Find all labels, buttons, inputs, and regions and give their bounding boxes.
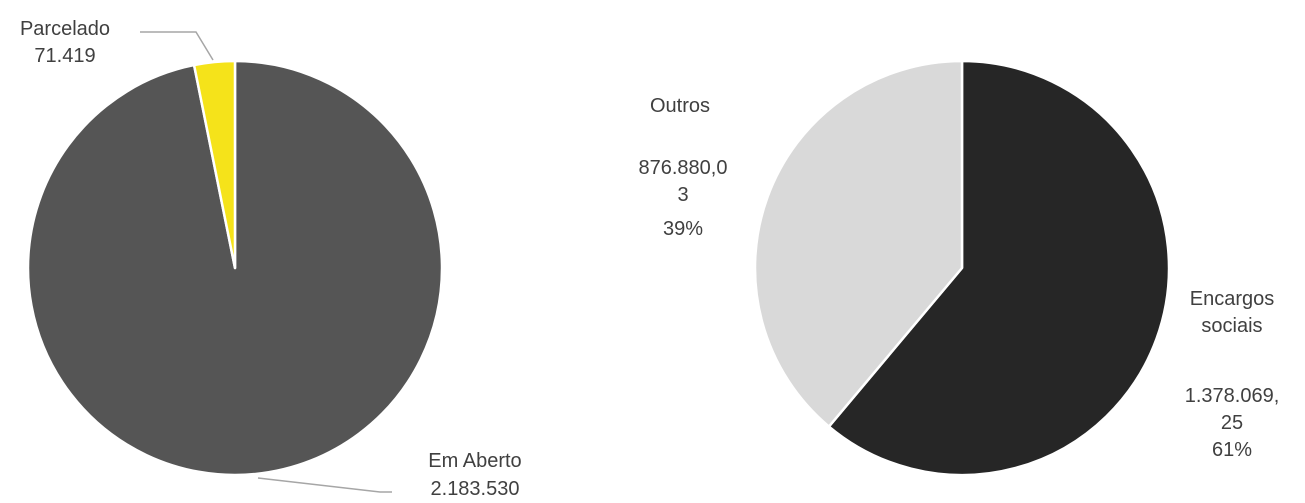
value-label: 2.183.530 bbox=[430, 478, 520, 500]
percent-label: 39% bbox=[662, 218, 704, 240]
pie-slice bbox=[753, 59, 964, 428]
slice-label: Parcelado bbox=[19, 18, 111, 40]
slice-label: Em Aberto bbox=[428, 450, 522, 472]
pie-slice bbox=[192, 59, 237, 270]
slice-label: Encargos sociais bbox=[1189, 288, 1275, 337]
value-label: 71.419 bbox=[34, 45, 96, 67]
leader-line bbox=[140, 31, 214, 61]
leader-line bbox=[257, 477, 392, 493]
value-label: 876.880,03 bbox=[638, 157, 728, 206]
percent-label: 61% bbox=[1211, 439, 1253, 461]
value-label: 1.378.069,25 bbox=[1184, 385, 1280, 434]
pie-slice bbox=[827, 59, 1171, 477]
slice-label: Outros bbox=[649, 95, 711, 117]
